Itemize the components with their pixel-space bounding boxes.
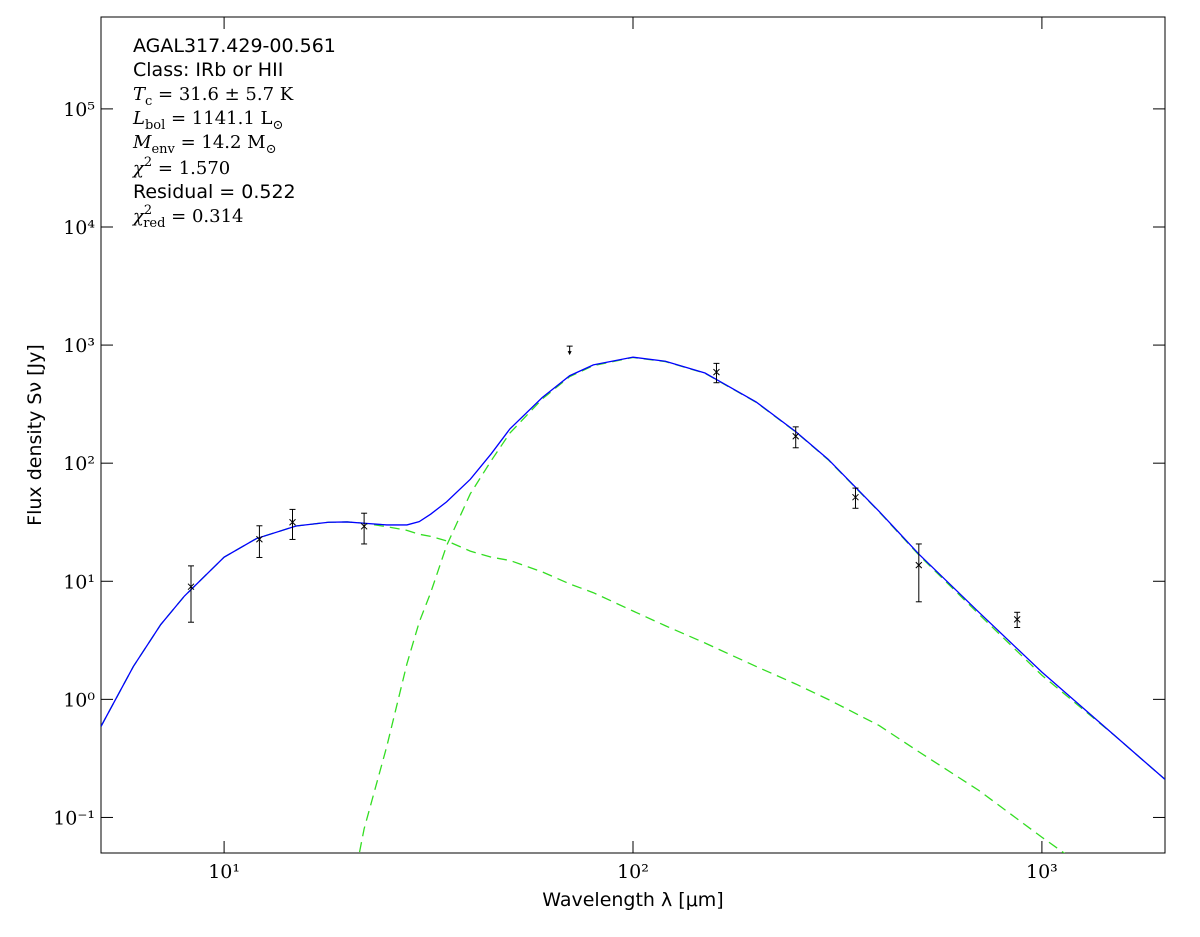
y-tick-label: 10³ [63, 335, 95, 357]
annotation-part: Residual = 0.522 [133, 181, 296, 203]
plot-frame [100, 16, 1166, 854]
y-tick-label: 10¹ [63, 571, 95, 593]
y-tick-label: 10⁻¹ [53, 807, 95, 829]
y-tick-label: 10⁴ [63, 217, 95, 239]
data-point [289, 518, 296, 526]
y-tick-label: 10⁵ [63, 99, 95, 121]
annotation-part: 2 [144, 155, 152, 170]
x-tick-label: 10² [617, 861, 649, 883]
data-point [256, 535, 263, 543]
annotation-part: ⊙ [266, 142, 277, 157]
upper-limit-arrow [567, 351, 572, 356]
annotation: Tc = 31.6 ± 5.7 K [133, 84, 294, 109]
annotation-part: T [133, 84, 147, 105]
data-point [713, 368, 720, 376]
data-point [915, 561, 923, 569]
annotation-part: = 0.314 [165, 206, 243, 227]
model-curve [101, 356, 1165, 780]
y-tick-label: 10⁰ [63, 689, 95, 711]
annotation: Class: IRb or HII [133, 59, 283, 81]
data-point [792, 432, 800, 440]
plot-area [101, 345, 1165, 853]
x-axis-label: Wavelength λ [μm] [542, 889, 723, 911]
annotation-part: AGAL317.429-00.561 [133, 35, 336, 57]
data-point [1013, 615, 1021, 623]
data-point [360, 522, 368, 530]
annotation-part: = 31.6 ± 5.7 K [152, 84, 293, 105]
annotation: Residual = 0.522 [133, 181, 296, 203]
annotation-part: ⊙ [272, 118, 283, 133]
x-tick-label: 10³ [1026, 861, 1058, 883]
data-point [187, 583, 195, 591]
y-axis-label: Flux density Sν [Jy] [24, 344, 46, 526]
annotation-part: c [145, 94, 152, 109]
x-tick-label: 10¹ [208, 861, 240, 883]
annotation-part: Class: IRb or HII [133, 59, 283, 81]
annotation: AGAL317.429-00.561 [133, 35, 336, 57]
annotation-part: M [132, 132, 152, 153]
annotation: Menv = 14.2 M⊙ [132, 132, 277, 157]
annotation: χ2 = 1.570 [131, 155, 230, 179]
annotation-part: bol [145, 118, 165, 133]
annotation-part: = 1141.1 L [165, 108, 272, 129]
annotation: Lbol = 1141.1 L⊙ [132, 108, 283, 133]
annotation: χ2 red = 0.314 [131, 203, 244, 231]
annotation-part: = 14.2 M [175, 132, 266, 153]
annotation-part: 2 [144, 203, 152, 218]
annotation-part: env [151, 142, 175, 157]
model-curve [101, 521, 1066, 853]
annotation-part: χ [131, 206, 145, 227]
annotation-part: = 1.570 [152, 158, 230, 179]
annotation-part: L [132, 108, 145, 129]
data-point [852, 493, 859, 501]
annotation-part: red [143, 216, 165, 231]
annotation-part: χ [131, 158, 145, 179]
y-tick-label: 10² [63, 453, 95, 475]
